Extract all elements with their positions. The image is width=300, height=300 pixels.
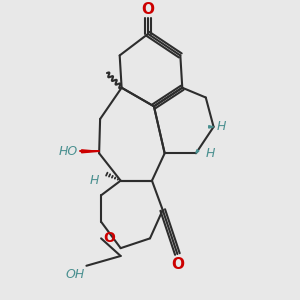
Text: H: H bbox=[206, 147, 215, 160]
Text: O: O bbox=[103, 231, 115, 245]
Polygon shape bbox=[209, 126, 214, 128]
Text: O: O bbox=[142, 2, 154, 17]
Polygon shape bbox=[82, 150, 99, 153]
Text: H: H bbox=[90, 174, 99, 187]
Text: O: O bbox=[171, 257, 184, 272]
Polygon shape bbox=[196, 150, 199, 153]
Text: HO: HO bbox=[58, 145, 78, 158]
Text: H: H bbox=[217, 120, 226, 134]
Text: OH: OH bbox=[65, 268, 85, 281]
